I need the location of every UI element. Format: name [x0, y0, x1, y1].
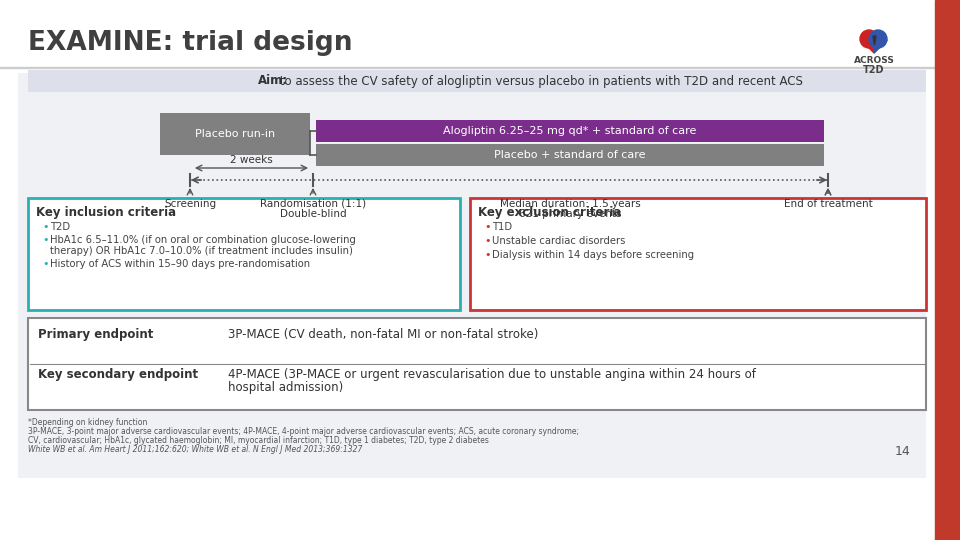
Text: EXAMINE: trial design: EXAMINE: trial design [28, 30, 352, 56]
Text: T2D: T2D [863, 65, 885, 75]
Text: Screening: Screening [164, 199, 216, 209]
Bar [935, 0, 960, 540]
Text: hospital admission): hospital admission) [228, 381, 344, 394]
Bar [316, 144, 824, 166]
Text: White WB et al. Am Heart J 2011;162:620; White WB et al. N Engl J Med 2013;369:1: White WB et al. Am Heart J 2011;162:620;… [28, 445, 362, 454]
Polygon shape [874, 40, 887, 53]
Text: 2 weeks: 2 weeks [230, 155, 273, 165]
Circle shape [860, 30, 878, 48]
Text: •: • [484, 222, 491, 232]
Text: CV, cardiovascular; HbA1c, glycated haemoglobin; MI, myocardial infarction; T1D,: CV, cardiovascular; HbA1c, glycated haem… [28, 436, 489, 445]
Text: Primary endpoint: Primary endpoint [38, 328, 154, 341]
Text: •: • [484, 236, 491, 246]
Text: 4P-MACE (3P-MACE or urgent revascularisation due to unstable angina within 24 ho: 4P-MACE (3P-MACE or urgent revascularisa… [228, 368, 756, 381]
Circle shape [869, 30, 887, 48]
Text: Key exclusion criteria: Key exclusion criteria [478, 206, 621, 219]
Text: Key secondary endpoint: Key secondary endpoint [38, 368, 198, 381]
Text: 3P-MACE, 3-point major adverse cardiovascular events; 4P-MACE, 4-point major adv: 3P-MACE, 3-point major adverse cardiovas… [28, 427, 579, 436]
Text: 3P-MACE (CV death, non-fatal MI or non-fatal stroke): 3P-MACE (CV death, non-fatal MI or non-f… [228, 328, 539, 341]
Text: *Depending on kidney function: *Depending on kidney function [28, 418, 148, 427]
Text: •: • [42, 259, 49, 269]
Text: Aim:: Aim: [258, 75, 288, 87]
Text: 621 primary events: 621 primary events [518, 209, 621, 219]
Text: 14: 14 [895, 445, 910, 458]
Text: Randomisation (1:1): Randomisation (1:1) [260, 199, 366, 209]
Text: to assess the CV safety of alogliptin versus placebo in patients with T2D and re: to assess the CV safety of alogliptin ve… [276, 75, 803, 87]
Bar [0, 66, 935, 68]
Bar [18, 73, 926, 478]
Text: Key inclusion criteria: Key inclusion criteria [36, 206, 176, 219]
Text: Placebo + standard of care: Placebo + standard of care [494, 150, 646, 160]
Text: Alogliptin 6.25–25 mg qd* + standard of care: Alogliptin 6.25–25 mg qd* + standard of … [444, 126, 697, 136]
Text: Double-blind: Double-blind [279, 209, 347, 219]
Text: Unstable cardiac disorders: Unstable cardiac disorders [492, 236, 625, 246]
Text: Dialysis within 14 days before screening: Dialysis within 14 days before screening [492, 250, 694, 260]
Bar [160, 113, 310, 155]
Polygon shape [873, 36, 876, 45]
Text: History of ACS within 15–90 days pre-randomisation: History of ACS within 15–90 days pre-ran… [50, 259, 310, 269]
Text: HbA1c 6.5–11.0% (if on oral or combination glucose-lowering: HbA1c 6.5–11.0% (if on oral or combinati… [50, 235, 356, 245]
Polygon shape [861, 40, 887, 53]
Text: T1D: T1D [492, 222, 512, 232]
Text: therapy) OR HbA1c 7.0–10.0% (if treatment includes insulin): therapy) OR HbA1c 7.0–10.0% (if treatmen… [50, 246, 353, 256]
FancyBboxPatch shape [28, 198, 460, 310]
Text: •: • [42, 235, 49, 245]
Text: •: • [42, 222, 49, 232]
Text: End of treatment: End of treatment [783, 199, 873, 209]
FancyBboxPatch shape [28, 318, 926, 410]
Bar [316, 120, 824, 142]
Text: ACROSS: ACROSS [853, 56, 895, 65]
FancyBboxPatch shape [470, 198, 926, 310]
Text: Median duration: 1.5 years: Median duration: 1.5 years [499, 199, 640, 209]
Text: T2D: T2D [50, 222, 70, 232]
Bar [28, 70, 926, 92]
Text: Placebo run-in: Placebo run-in [195, 129, 276, 139]
Text: •: • [484, 250, 491, 260]
